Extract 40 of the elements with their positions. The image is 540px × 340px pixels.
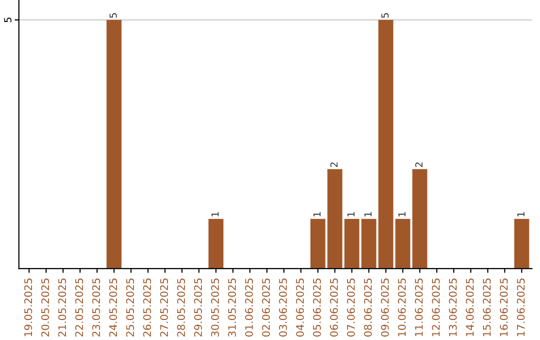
x-tick-label: 15.06.2025 [482,278,491,336]
x-tick-label: 10.06.2025 [398,278,406,336]
data-label: 5 [110,13,117,18]
x-tick-label: 13.06.2025 [448,278,457,336]
data-label: 1 [313,212,321,216]
data-label: 1 [517,212,524,216]
x-tick-label: 30.05.2025 [211,278,219,336]
x-tick-label: 24.05.2025 [109,278,118,337]
x-tick-label: 25.05.2025 [126,278,134,337]
data-label: 1 [364,212,372,216]
x-tick-label: 12.06.2025 [432,278,440,336]
data-label: 1 [398,212,406,216]
x-tick-label: 04.06.2025 [296,278,304,337]
x-tick-label: 22.05.2025 [75,278,84,337]
data-label: 2 [415,162,422,168]
x-tick-label: 29.05.2025 [194,278,202,337]
x-tick-label: 07.06.2025 [346,278,355,337]
x-tick-label: 05.06.2025 [313,278,321,337]
x-tick-label: 23.05.2025 [92,278,100,337]
x-tick-label: 17.06.2025 [516,278,525,336]
x-tick-label: 09.06.2025 [380,278,389,337]
x-tick-label: 14.06.2025 [466,278,474,336]
x-tick-label: 31.05.2025 [228,278,236,336]
x-tick-label: 01.06.2025 [245,278,253,337]
x-tick-label: 08.06.2025 [364,278,372,337]
x-tick-label: 20.05.2025 [41,278,50,337]
x-tick-label: 27.05.2025 [160,278,168,337]
x-tick-label: 28.05.2025 [177,278,185,337]
x-tick-label: 06.06.2025 [330,278,338,337]
data-label: 2 [330,162,338,168]
data-label: 1 [347,212,355,216]
x-tick-label: 11.06.2025 [414,278,423,336]
x-tick-label: 19.05.2025 [24,278,32,336]
x-tick-label: 21.05.2025 [58,278,66,337]
x-tick-label: 03.06.2025 [279,278,287,337]
x-tick-label: 16.06.2025 [500,278,508,336]
x-tick-label: 26.05.2025 [143,278,152,337]
data-label: 1 [212,212,219,216]
data-label: 5 [381,13,389,18]
x-tick-label: 02.06.2025 [262,278,270,337]
